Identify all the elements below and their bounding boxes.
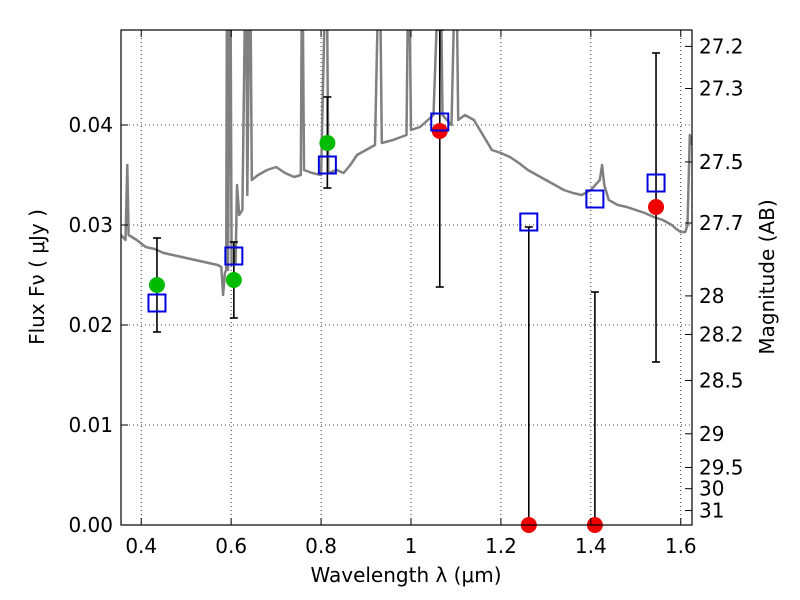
axis-ticks: 0.4 0.6 0.8 1 1.2 1.4 1.6 0.00 0.01 0.02 0.03 0.04 2… [68,30,744,558]
right-tick-label: 28.2 [699,322,744,346]
right-tick-label: 29.5 [699,455,744,479]
plot-border [120,29,693,526]
y-tick-label: 0.02 [68,313,113,337]
x-tick-label: 1 [405,534,418,558]
model-photometry-square [430,112,450,132]
low-snr-point [648,199,665,215]
error-bars [152,30,661,525]
model-photometry-square [224,246,244,266]
grid-lines [121,30,692,526]
right-tick-label: 30 [699,477,724,501]
x-tick-label: 0.4 [125,534,157,558]
right-tick-label: 27.5 [699,150,744,174]
right-tick-label: 27.2 [699,34,744,58]
plot-frame [120,29,693,526]
model-photometry-square [646,173,666,193]
x-axis-title: Wavelength λ (μm) [310,563,501,587]
model-photometry-square [585,189,605,209]
y-axis-title: Flux Fν ( μJy ) [25,209,49,345]
y-tick-label: 0.01 [68,413,113,437]
model-photometry-square [519,212,539,232]
x-tick-label: 1.4 [575,534,607,558]
right-tick-label: 29 [699,422,724,446]
y-tick-label: 0.04 [68,113,113,137]
right-tick-label: 28 [699,284,724,308]
right-tick-label: 31 [699,499,724,523]
model-photometry-square [317,155,337,175]
model-photometry-square [147,293,167,313]
detection-point [225,272,242,288]
right-tick-label: 27.7 [699,211,744,235]
right-axis-title: Magnitude (AB) [755,199,779,354]
right-tick-label: 27.3 [699,76,744,100]
x-tick-label: 1.2 [485,534,517,558]
detection-point [319,135,336,151]
x-tick-label: 1.6 [665,534,697,558]
x-tick-label: 0.8 [305,534,337,558]
y-tick-label: 0.00 [68,513,113,537]
spectrum-line [121,30,692,297]
right-tick-label: 28.5 [699,368,744,392]
y-tick-label: 0.03 [68,213,113,237]
x-tick-label: 0.6 [215,534,247,558]
detection-point [148,277,165,293]
model-spectrum [121,30,692,297]
